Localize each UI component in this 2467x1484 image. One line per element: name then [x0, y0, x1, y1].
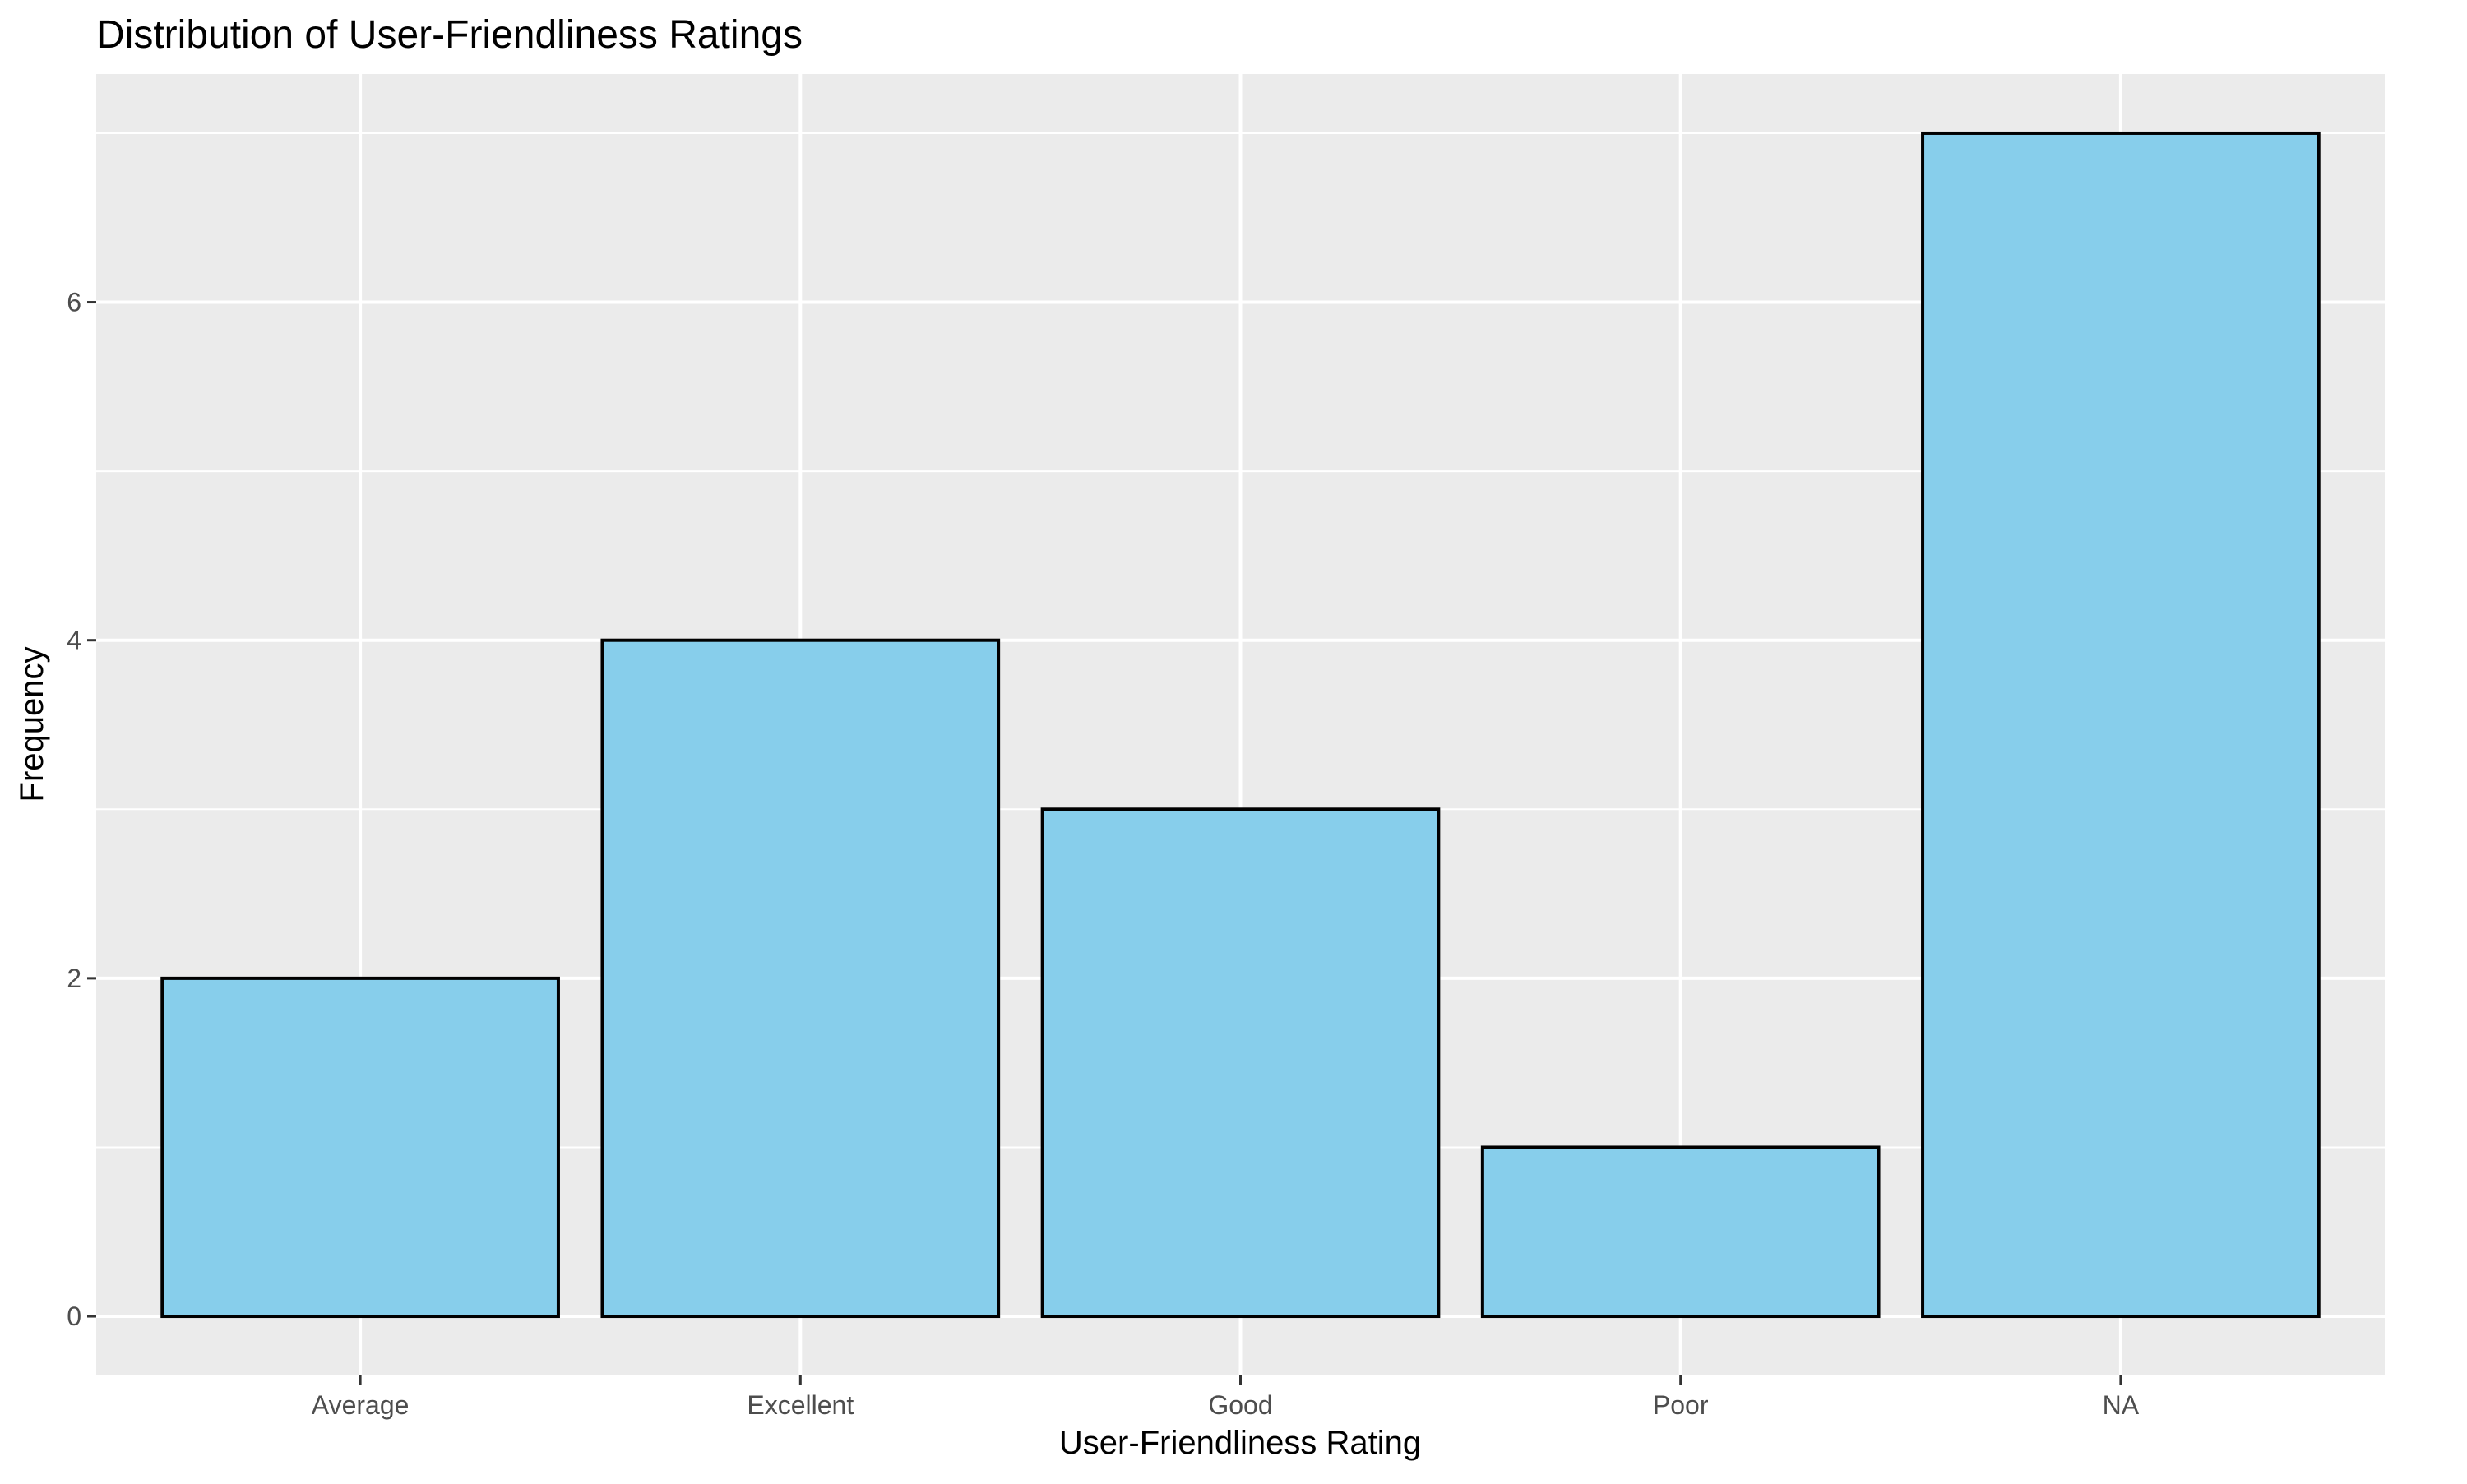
x-axis: Average Excellent Good Poor NA: [312, 1375, 2140, 1420]
bar-na: [1921, 131, 2321, 1319]
y-tick-label: 2: [67, 964, 81, 993]
y-axis-title: Frequency: [14, 647, 50, 802]
bar-average: [160, 976, 560, 1319]
x-tick-label: Poor: [1653, 1390, 1709, 1420]
x-tick-label: Good: [1208, 1390, 1272, 1420]
y-axis: 0 2 4 6: [67, 288, 96, 1331]
bars: [160, 131, 2321, 1319]
x-tick-label: Average: [312, 1390, 410, 1420]
y-tick-label: 6: [67, 288, 81, 317]
x-tick-label: NA: [2103, 1390, 2140, 1420]
bar-good: [1040, 807, 1441, 1319]
bar-excellent: [600, 638, 1001, 1319]
chart-title: Distribution of User-Friendliness Rating…: [96, 13, 803, 57]
y-tick-label: 0: [67, 1301, 81, 1331]
x-axis-title: User-Friendliness Rating: [1059, 1425, 1421, 1461]
y-tick-label: 4: [67, 626, 81, 655]
x-tick-label: Excellent: [747, 1390, 854, 1420]
bar-poor: [1480, 1145, 1881, 1319]
